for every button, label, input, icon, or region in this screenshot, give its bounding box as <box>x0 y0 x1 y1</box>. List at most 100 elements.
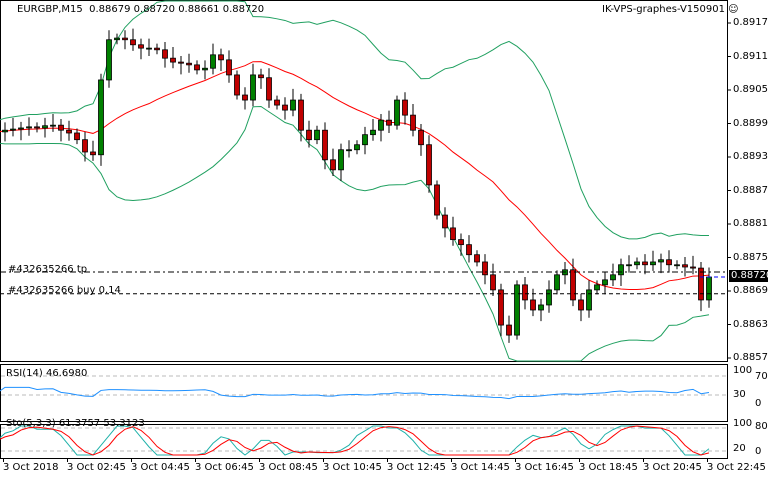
candle-body <box>450 227 456 241</box>
time-tick: 3 Oct 2018 <box>3 462 59 473</box>
candle-body <box>178 61 184 64</box>
candle-body <box>346 149 352 152</box>
candle-body <box>682 264 688 268</box>
candle-body <box>50 124 56 127</box>
candle-body <box>354 144 360 151</box>
candle-body <box>618 264 624 276</box>
candle-body <box>370 129 376 136</box>
candle-body <box>162 49 168 59</box>
candle-body <box>386 119 392 126</box>
candle-body <box>26 126 32 129</box>
time-tick: 3 Oct 10:45 <box>323 462 382 473</box>
candle-body <box>642 261 648 266</box>
rsi-panel <box>0 364 728 422</box>
candle-body <box>274 99 280 106</box>
candle-body <box>402 99 408 116</box>
candle-body <box>122 37 128 41</box>
candle-body <box>82 139 88 153</box>
candle-body <box>610 274 616 281</box>
candle-body <box>42 125 48 129</box>
candle-body <box>698 267 704 301</box>
chart-title: EURGBP,M15 0.88679 0.88720 0.88661 0.887… <box>17 4 265 15</box>
candle-body <box>2 129 8 133</box>
order-buy-label: #432635266 buy 0.14 <box>8 285 121 296</box>
candle-body <box>34 126 40 129</box>
rsi-level: 0 <box>755 398 762 409</box>
main-panel <box>0 0 728 362</box>
terminal-label: IK-VPS-graphes-V150901 ☺ <box>602 4 739 15</box>
candle-body <box>74 132 80 141</box>
candle-body <box>554 274 560 291</box>
candle-body <box>538 304 544 311</box>
candle-body <box>170 57 176 63</box>
stoch-level: 80 <box>755 421 768 432</box>
candle-body <box>514 284 520 336</box>
price-tick: 0.88875 <box>733 184 768 196</box>
candle-body <box>426 144 432 186</box>
price-tick: 0.88695 <box>733 285 768 296</box>
candle-body <box>250 74 256 101</box>
stoch-level: 100 <box>733 418 753 429</box>
candle-body <box>282 104 288 111</box>
candle-body <box>306 129 312 141</box>
candle-body <box>690 266 696 269</box>
candle-body <box>362 134 368 146</box>
candle-body <box>418 129 424 146</box>
candle-body <box>322 129 328 161</box>
candle-body <box>314 129 320 141</box>
candle-body <box>130 39 136 46</box>
time-tick: 3 Oct 22:45 <box>707 462 766 473</box>
price-tick: 0.88995 <box>733 117 768 129</box>
stoch-signal-line <box>0 425 710 456</box>
candle-body <box>154 47 160 51</box>
candle-body <box>194 64 200 71</box>
time-tick: 3 Oct 16:45 <box>515 462 574 473</box>
candle-body <box>138 44 144 49</box>
price-tick: 0.88755 <box>733 251 768 263</box>
candle-body <box>594 284 600 291</box>
price-tick: 0.88635 <box>733 318 768 330</box>
candle-body <box>442 214 448 229</box>
candle-body <box>66 129 72 134</box>
rsi-level: 30 <box>733 389 746 400</box>
candle-body <box>266 77 272 101</box>
price-tick: 0.89115 <box>733 50 768 62</box>
candle-body <box>330 159 336 171</box>
candle-body <box>674 264 680 267</box>
time-tick: 3 Oct 12:45 <box>387 462 446 473</box>
rsi-label: RSI(14) 46.6980 <box>6 368 88 379</box>
candle-body <box>394 99 400 126</box>
time-tick: 3 Oct 20:45 <box>643 462 702 473</box>
candle-body <box>578 299 584 311</box>
candle-body <box>10 128 16 131</box>
candle-body <box>658 259 664 263</box>
candle-body <box>586 289 592 311</box>
last-price-tag: 0.88720 <box>729 270 768 282</box>
candle-body <box>234 74 240 96</box>
time-tick: 3 Oct 08:45 <box>259 462 318 473</box>
candle-body <box>290 99 296 111</box>
candle-body <box>242 94 248 101</box>
candle-body <box>434 184 440 216</box>
stoch-level: 0 <box>755 446 762 457</box>
price-tick: 0.88575 <box>733 352 768 363</box>
candle-body <box>90 151 96 156</box>
candle-body <box>490 274 496 291</box>
candle-body <box>506 324 512 336</box>
smiley-icon: ☺ <box>728 4 739 15</box>
order-tp-label: #432635266 tp <box>8 264 88 275</box>
candle-body <box>114 37 120 41</box>
candle-body <box>482 261 488 276</box>
time-tick: 3 Oct 18:45 <box>579 462 638 473</box>
candle-body <box>546 289 552 306</box>
candle-body <box>98 79 104 156</box>
price-tick: 0.89055 <box>733 84 768 95</box>
candle-body <box>530 299 536 311</box>
bollinger-upper <box>0 0 710 240</box>
candle-body <box>202 67 208 71</box>
time-tick: 3 Oct 06:45 <box>195 462 254 473</box>
candle-body <box>650 261 656 266</box>
candle-body <box>570 269 576 301</box>
candle-body <box>410 114 416 131</box>
